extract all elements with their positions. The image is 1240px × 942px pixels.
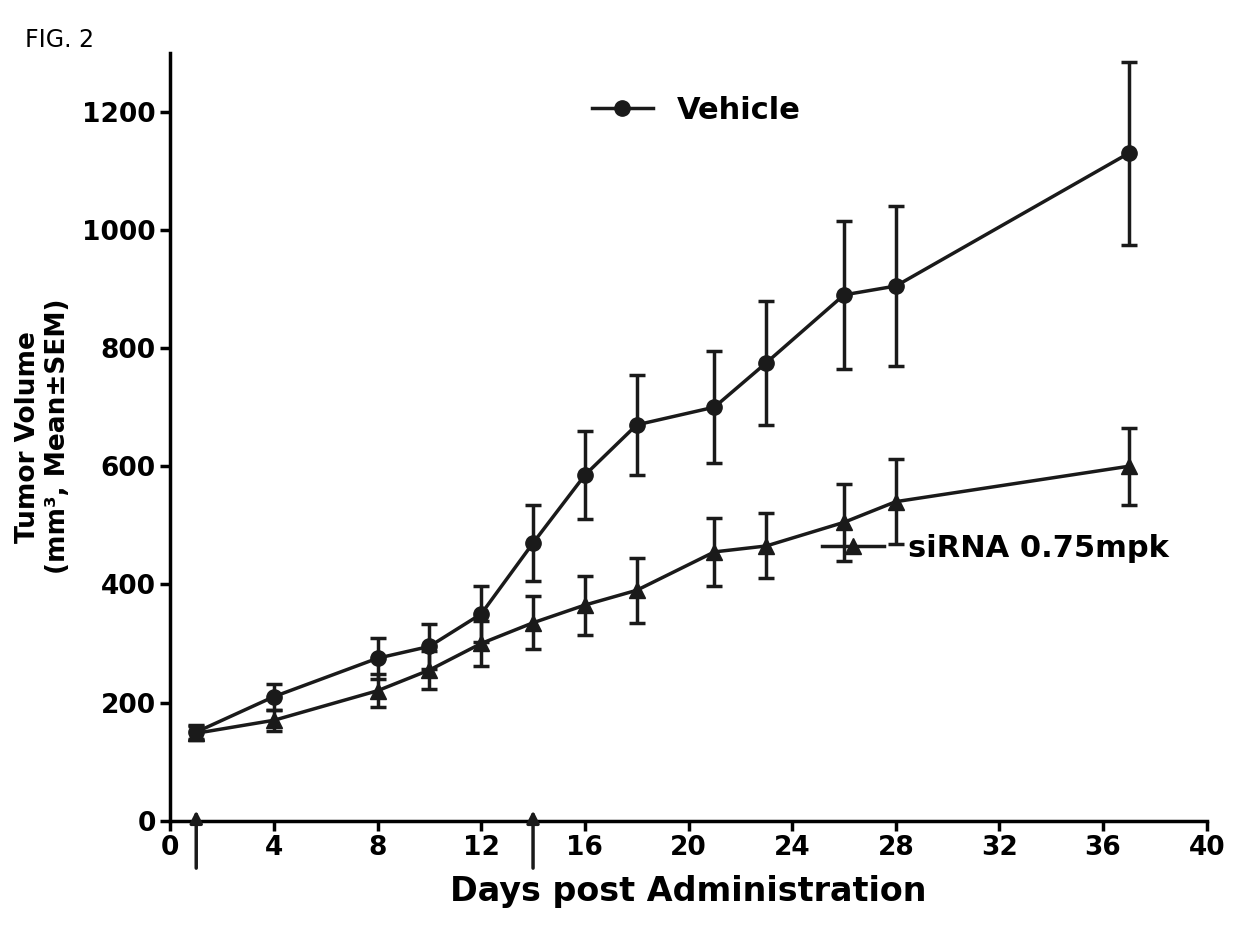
Text: FIG. 2: FIG. 2 xyxy=(25,28,94,52)
Legend: siRNA 0.75mpk: siRNA 0.75mpk xyxy=(810,522,1180,575)
Y-axis label: Tumor Volume
(mm³, Mean±SEM): Tumor Volume (mm³, Mean±SEM) xyxy=(15,299,71,575)
X-axis label: Days post Administration: Days post Administration xyxy=(450,875,926,908)
